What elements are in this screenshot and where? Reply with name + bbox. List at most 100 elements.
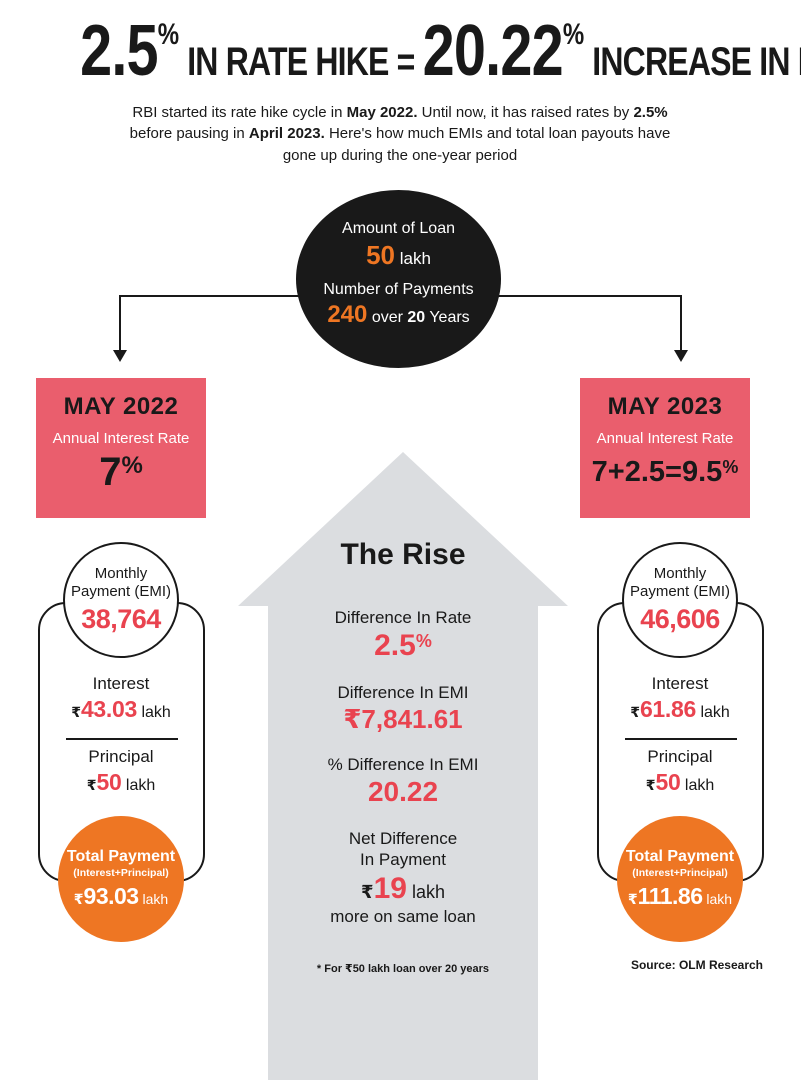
emi-circle-2022: Monthly Payment (EMI) 38,764 xyxy=(63,542,179,658)
lakh-unit: lakh xyxy=(696,704,730,721)
may-2022-rate-value: 7% xyxy=(36,450,206,494)
total-payment-circle-2022: Total Payment (Interest+Principal) ₹93.0… xyxy=(58,816,184,942)
intro-s3: Until now, it has raised rates by xyxy=(417,104,634,121)
net-diff-value: ₹19 lakh xyxy=(266,872,540,906)
loan-amount-value: 50 lakh xyxy=(366,240,431,271)
may-2023-rate-number: 7+2.5=9.5 xyxy=(591,456,723,488)
net-diff-label-line1: Net Difference xyxy=(348,829,458,848)
title-percent-sign-2: % xyxy=(562,18,585,51)
may-2023-rate-percent-sign: % xyxy=(722,457,739,477)
emi-label-line1: Monthly xyxy=(653,565,707,582)
lakh-unit: lakh xyxy=(680,777,715,794)
principal-value-2023: ₹50 lakh xyxy=(594,769,766,796)
up-arrow-icon xyxy=(238,452,568,1080)
rupee-sign: ₹ xyxy=(361,882,374,902)
total-payment-sublabel: (Interest+Principal) xyxy=(632,867,728,879)
rupee-sign: ₹ xyxy=(73,891,84,907)
lakh-unit: lakh xyxy=(121,777,156,794)
principal-stat-2023: Principal ₹50 lakh xyxy=(594,747,766,796)
may-2022-panel: MAY 2022 Annual Interest Rate 7% xyxy=(36,378,206,518)
principal-label: Principal xyxy=(647,747,713,766)
may-2023-title: MAY 2023 xyxy=(607,393,723,420)
payments-value: 240 over 20 Years xyxy=(327,301,469,330)
payments-over-text: over xyxy=(367,308,408,326)
tenure-years-number: 20 xyxy=(407,308,426,326)
net-diff-number: 19 xyxy=(373,872,407,905)
may-2023-panel: MAY 2023 Annual Interest Rate 7+2.5=9.5% xyxy=(580,378,750,518)
payments-label: Number of Payments xyxy=(323,281,474,299)
section-divider-left xyxy=(66,738,178,740)
emi-value-2023: 46,606 xyxy=(640,604,720,634)
source-text: Source: OLM Research xyxy=(630,958,763,972)
rupee-sign: ₹ xyxy=(86,777,97,793)
interest-stat-2023: Interest ₹61.86 lakh xyxy=(594,674,766,723)
rupee-sign: ₹ xyxy=(627,891,638,907)
loan-amount-unit: lakh xyxy=(395,249,431,268)
net-diff-label-line3: more on same loan xyxy=(330,907,476,926)
lakh-unit: lakh xyxy=(406,882,445,902)
pct-diff-emi-label: % Difference In EMI xyxy=(327,755,479,774)
loan-amount-number: 50 xyxy=(366,240,395,270)
diff-rate-value: 2.5% xyxy=(266,629,540,663)
principal-amount: 50 xyxy=(96,769,122,795)
payments-number: 240 xyxy=(327,300,368,328)
diff-emi-label: Difference In EMI xyxy=(337,683,469,702)
section-divider-right xyxy=(625,738,737,740)
intro-s1: RBI started its rate hike cycle in xyxy=(132,104,347,121)
net-diff-label-line2: In Payment xyxy=(360,850,446,869)
principal-stat-2022: Principal ₹50 lakh xyxy=(35,747,207,796)
title-mid-text: IN RATE HIKE = xyxy=(179,40,423,84)
total-payment-label: Total Payment xyxy=(66,848,176,865)
down-arrowhead-left-icon xyxy=(113,350,127,362)
may-2022-title: MAY 2022 xyxy=(63,393,179,420)
total-payment-circle-2023: Total Payment (Interest+Principal) ₹111.… xyxy=(617,816,743,942)
may-2022-rate-number: 7 xyxy=(99,450,122,494)
may-2023-rate-label: Annual Interest Rate xyxy=(596,430,734,447)
title-rate-hike-number: 2.5 xyxy=(80,11,158,91)
pct-diff-emi-value: 20.22 xyxy=(367,776,439,807)
total-payment-value-2023: ₹111.86 lakh xyxy=(628,883,732,910)
intro-rate: 2.5% xyxy=(633,104,668,121)
intro-s5: before pausing in xyxy=(129,125,249,143)
interest-label: Interest xyxy=(651,674,709,693)
intro-s7: Here's how much EMIs and total loan payo… xyxy=(282,125,671,164)
lakh-unit: lakh xyxy=(702,891,733,907)
emi-label-line2: Payment (EMI) xyxy=(629,583,731,600)
rupee-sign: ₹ xyxy=(645,777,656,793)
principal-label: Principal xyxy=(88,747,154,766)
interest-value-2023: ₹61.86 lakh xyxy=(594,696,766,723)
may-2023-rate-value: 7+2.5=9.5% xyxy=(580,456,750,489)
diff-rate-percent-sign: % xyxy=(415,631,432,651)
may-2022-rate-label: Annual Interest Rate xyxy=(52,430,190,447)
may-2022-rate-percent-sign: % xyxy=(121,452,143,479)
rise-title: The Rise xyxy=(340,538,466,571)
principal-value-2022: ₹50 lakh xyxy=(35,769,207,796)
intro-may-2022: May 2022. xyxy=(346,104,418,121)
total-amount: 93.03 xyxy=(83,883,140,909)
diff-rate-label: Difference In Rate xyxy=(334,608,472,627)
rupee-sign: ₹ xyxy=(71,704,81,720)
diff-emi-value: ₹7,841.61 xyxy=(343,704,463,734)
interest-value-2022: ₹43.03 lakh xyxy=(35,696,207,723)
title-tail-text: INCREASE IN EMI xyxy=(592,40,801,84)
intro-text: RBI started its rate hike cycle in May 2… xyxy=(115,102,685,166)
rupee-sign: ₹ xyxy=(630,704,640,720)
footnote: * For ₹50 lakh loan over 20 years xyxy=(316,963,490,975)
principal-amount: 50 xyxy=(655,769,681,795)
down-arrowhead-right-icon xyxy=(674,350,688,362)
interest-label: Interest xyxy=(92,674,150,693)
loan-details-circle: Amount of Loan 50 lakh Number of Payment… xyxy=(296,190,501,368)
total-payment-value-2022: ₹93.03 lakh xyxy=(74,883,168,910)
emi-label-line1: Monthly xyxy=(94,565,148,582)
interest-amount: 43.03 xyxy=(80,696,137,722)
lakh-unit: lakh xyxy=(138,891,169,907)
intro-april-2023: April 2023. xyxy=(248,125,325,143)
interest-amount: 61.86 xyxy=(639,696,696,722)
diff-rate-number: 2.5 xyxy=(374,629,416,662)
page-title: 2.5% IN RATE HIKE = 20.22% INCREASE IN E… xyxy=(80,11,801,91)
interest-stat-2022: Interest ₹43.03 lakh xyxy=(35,674,207,723)
total-amount: 111.86 xyxy=(637,883,703,909)
tenure-years-unit: Years xyxy=(425,308,470,326)
